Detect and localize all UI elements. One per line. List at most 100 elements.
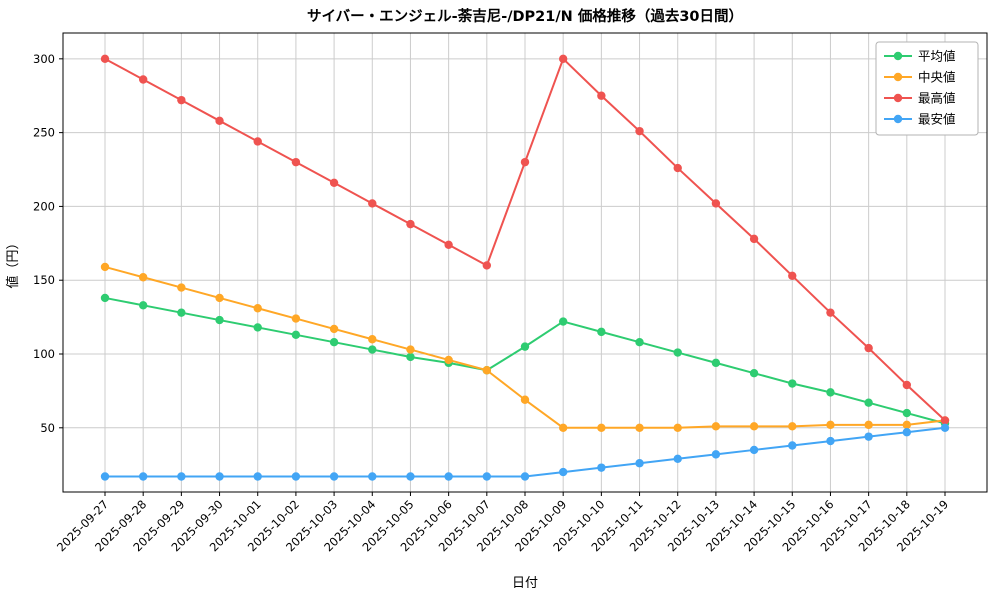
data-point-最高値: [482, 261, 492, 270]
data-point-中央値: [253, 304, 262, 313]
data-point-中央値: [177, 283, 186, 292]
data-point-平均値: [711, 358, 721, 368]
data-point-中央値: [558, 423, 568, 432]
data-point-最安値: [940, 423, 950, 432]
y-tick-label: 250: [33, 126, 55, 140]
data-point-最高値: [749, 234, 759, 244]
data-point-平均値: [368, 345, 377, 354]
data-point-最高値: [253, 137, 262, 146]
legend-label: 中央値: [918, 70, 956, 85]
data-point-最高値: [520, 157, 530, 167]
data-point-中央値: [291, 314, 301, 323]
data-point-最安値: [711, 450, 721, 459]
data-point-平均値: [673, 348, 682, 357]
data-point-最安値: [253, 472, 262, 481]
legend-label: 平均値: [918, 49, 956, 64]
y-tick-label: 300: [33, 52, 55, 66]
data-point-平均値: [253, 323, 262, 332]
data-point-中央値: [215, 293, 224, 303]
data-point-最安値: [482, 472, 492, 481]
data-point-平均値: [329, 337, 339, 347]
data-point-最安値: [673, 454, 682, 463]
data-point-平均値: [558, 317, 568, 326]
data-point-最安値: [329, 472, 339, 481]
data-point-中央値: [788, 422, 797, 431]
legend-box: [875, 41, 979, 136]
data-point-最高値: [138, 75, 148, 84]
data-point-平均値: [177, 308, 186, 317]
data-point-平均値: [788, 379, 797, 388]
data-point-平均値: [635, 337, 644, 347]
y-tick-label: 50: [40, 421, 55, 435]
data-point-中央値: [329, 324, 339, 334]
data-point-最高値: [940, 416, 950, 425]
data-point-最高値: [597, 91, 606, 100]
data-point-平均値: [138, 301, 148, 310]
data-point-最安値: [368, 472, 377, 481]
data-point-中央値: [368, 335, 377, 344]
data-point-中央値: [826, 420, 835, 430]
data-point-最安値: [788, 441, 797, 450]
data-point-平均値: [864, 398, 873, 407]
data-point-最高値: [673, 163, 682, 173]
data-point-最高値: [368, 199, 377, 208]
chart-title: サイバー・エンジェル-荼吉尼-/DP21/N 価格推移（過去30日間）: [307, 7, 743, 25]
data-point-平均値: [749, 368, 759, 378]
x-axis-label: 日付: [512, 576, 538, 591]
y-axis-label: 値（円）: [5, 236, 21, 288]
data-point-最高値: [826, 308, 835, 317]
data-point-最高値: [444, 240, 453, 249]
data-point-最安値: [635, 459, 644, 468]
data-point-中央値: [673, 423, 682, 432]
data-point-最高値: [291, 157, 301, 167]
legend-label: 最高値: [918, 91, 956, 106]
data-point-中央値: [100, 262, 110, 272]
data-point-最安値: [597, 463, 606, 472]
data-point-最高値: [100, 54, 110, 64]
data-point-平均値: [291, 330, 301, 340]
data-point-最安値: [406, 472, 415, 481]
data-point-中央値: [444, 355, 453, 365]
y-tick-label: 200: [33, 199, 55, 213]
data-point-中央値: [597, 423, 606, 432]
legend-marker: [893, 114, 903, 124]
data-point-最安値: [100, 472, 110, 481]
y-tick-label: 150: [33, 273, 55, 287]
data-point-最安値: [749, 445, 759, 455]
data-point-最高値: [329, 178, 339, 188]
data-point-最安値: [826, 436, 835, 446]
legend-marker: [893, 51, 903, 61]
data-point-最高値: [864, 343, 873, 353]
data-point-最高値: [788, 271, 797, 280]
data-point-中央値: [902, 420, 912, 430]
data-point-最高値: [635, 126, 644, 136]
data-point-最安値: [444, 472, 453, 481]
data-point-最安値: [864, 432, 873, 441]
data-point-中央値: [520, 395, 530, 404]
data-point-中央値: [138, 273, 148, 282]
data-point-最高値: [177, 95, 186, 105]
data-point-平均値: [826, 388, 835, 397]
data-point-中央値: [711, 422, 721, 431]
data-point-平均値: [406, 352, 415, 362]
data-point-最安値: [215, 472, 224, 481]
data-point-最高値: [711, 199, 721, 208]
legend-marker: [893, 93, 903, 103]
data-point-最安値: [520, 472, 530, 481]
data-point-平均値: [597, 327, 606, 337]
data-point-中央値: [864, 420, 873, 430]
data-point-最高値: [558, 54, 568, 64]
data-point-最安値: [138, 472, 148, 481]
legend-marker: [893, 72, 903, 82]
data-point-平均値: [100, 293, 110, 303]
data-point-平均値: [520, 342, 530, 351]
data-point-最高値: [215, 116, 224, 126]
legend-label: 最安値: [918, 112, 956, 127]
data-point-中央値: [406, 345, 415, 354]
data-point-平均値: [215, 315, 224, 325]
data-point-最高値: [902, 380, 912, 390]
y-tick-label: 100: [33, 347, 55, 361]
data-point-中央値: [749, 422, 759, 431]
data-point-最安値: [558, 467, 568, 477]
